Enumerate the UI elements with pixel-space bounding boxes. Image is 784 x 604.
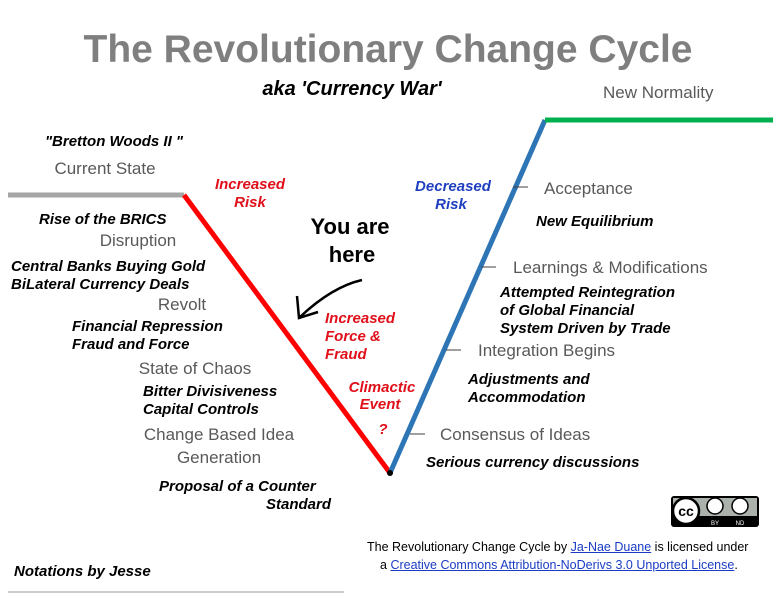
cc-badge: cc BY ND <box>671 496 759 527</box>
note: BiLateral Currency Deals <box>11 276 189 293</box>
stage: State of Chaos <box>139 359 251 378</box>
annotation: Risk <box>234 194 266 211</box>
annotation: Increased <box>215 176 286 193</box>
annotation: Increased <box>325 310 396 327</box>
note: Bitter Divisiveness <box>143 383 277 400</box>
note: New Equilibrium <box>536 213 654 230</box>
credit: Notations by Jesse <box>14 563 151 580</box>
license-text: . <box>734 558 738 572</box>
cc-text: cc <box>678 503 694 519</box>
note: Accommodation <box>467 389 586 406</box>
rise-line <box>387 118 548 475</box>
arrow-head <box>295 295 319 320</box>
stage: Acceptance <box>544 179 633 198</box>
stage: Learnings & Modifications <box>513 258 708 277</box>
license-text: a <box>380 558 391 572</box>
decline-line <box>181 193 393 475</box>
leader-lines <box>410 186 528 435</box>
note: Serious currency discussions <box>426 454 639 471</box>
note: Adjustments and <box>467 371 591 388</box>
note: Proposal of a Counter <box>159 478 317 495</box>
annotation: Fraud <box>325 346 368 363</box>
stage: Consensus of Ideas <box>440 425 590 444</box>
note: Capital Controls <box>143 401 259 418</box>
author-link[interactable]: Ja-Nae Duane <box>570 540 652 554</box>
quote: "Bretton Woods II " <box>45 133 184 150</box>
license-line: The Revolutionary Change Cycle by Ja-Nae… <box>367 540 748 554</box>
annotation: Event <box>360 396 402 413</box>
bottom-point <box>387 470 393 476</box>
note: System Driven by Trade <box>500 320 671 337</box>
subtitle: aka 'Currency War' <box>262 78 442 100</box>
annotation: ? <box>378 421 387 438</box>
you-are-here: You are <box>310 214 389 239</box>
badge-label: BY <box>711 521 719 527</box>
license-text: The Revolutionary Change Cycle by <box>367 540 571 554</box>
stage: Integration Begins <box>478 341 615 360</box>
note: of Global Financial <box>500 302 635 319</box>
license-text: is licensed under <box>651 540 749 554</box>
annotation: Decreased <box>415 178 492 195</box>
pointer-arrow <box>299 278 363 318</box>
stage: Revolt <box>158 295 206 314</box>
note: Standard <box>266 496 332 513</box>
stage: Disruption <box>100 231 177 250</box>
stage: Generation <box>177 448 261 467</box>
badge-label: ND <box>736 521 745 527</box>
annotation: Climactic <box>349 379 416 396</box>
title: The Revolutionary Change Cycle <box>84 28 693 71</box>
stage: Change Based Idea <box>144 425 295 444</box>
license-link[interactable]: Creative Commons Attribution-NoDerivs 3.… <box>390 558 735 572</box>
note: Fraud and Force <box>72 336 190 353</box>
note: Rise of the BRICS <box>39 211 167 228</box>
annotation: Risk <box>435 196 467 213</box>
stage: Current State <box>54 159 155 178</box>
stage: New Normality <box>603 83 714 102</box>
note: Central Banks Buying Gold <box>11 258 206 275</box>
annotation: Force & <box>325 328 381 345</box>
note: Attempted Reintegration <box>499 284 675 301</box>
note: Financial Repression <box>72 318 223 335</box>
you-are-here: here <box>329 242 375 267</box>
license-line: a Creative Commons Attribution-NoDerivs … <box>380 558 738 572</box>
